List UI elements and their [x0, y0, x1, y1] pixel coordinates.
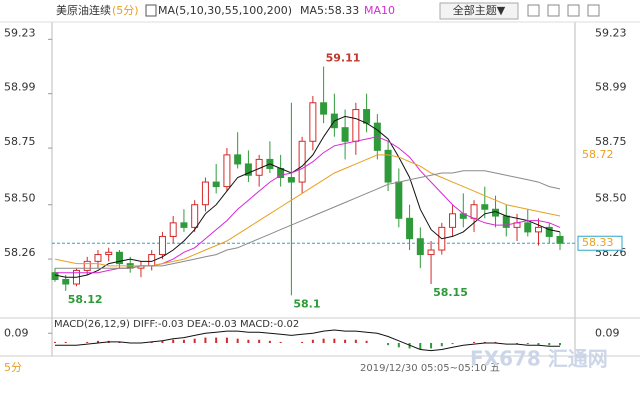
candle-body [556, 235, 564, 244]
macd-tick-label: 0.09 [4, 326, 29, 339]
y-tick-label: 58.50 [595, 192, 627, 205]
ma-line [54, 115, 561, 278]
footer-time: 2019/12/30 05:05~05:10 五 [360, 363, 500, 374]
macd-tick-label: 0.09 [595, 326, 620, 339]
candle-body [524, 222, 532, 233]
candle-body [180, 222, 188, 228]
tool-icon[interactable] [567, 4, 580, 17]
period: (5分) [112, 4, 139, 17]
candle-body [223, 154, 231, 188]
tool-icon[interactable] [587, 4, 600, 17]
candle-body [384, 149, 392, 183]
candle-body [363, 109, 371, 124]
y-tick-label: 59.23 [4, 26, 36, 39]
title: 美原油连续 [56, 3, 111, 17]
y-tick-label: 58.99 [4, 81, 36, 94]
candle-body [416, 238, 424, 256]
macd-diff-line [55, 329, 560, 352]
y-tick-label: 58.75 [4, 135, 36, 148]
theme-button-label[interactable]: 全部主题▼ [453, 3, 506, 17]
candle-body [244, 163, 252, 176]
y-tick-label: 58.99 [595, 81, 627, 94]
candle-body [320, 102, 328, 115]
candle-body [449, 213, 457, 228]
candle-body [234, 154, 242, 165]
candle-body [287, 177, 295, 183]
annotation: 58.15 [433, 286, 468, 299]
candle-body [169, 222, 177, 237]
macd-title: MACD(26,12,9) DIFF:-0.03 DEA:-0.03 MACD:… [54, 319, 299, 330]
current-price-box [577, 235, 623, 251]
tool-icon[interactable] [527, 4, 540, 17]
annotation: 58.12 [68, 293, 103, 306]
candle-body [191, 204, 199, 228]
theme-button[interactable] [439, 2, 519, 20]
candle-body [201, 181, 209, 206]
candle-body [470, 204, 478, 219]
candle-body [427, 249, 435, 256]
candle-body [406, 217, 414, 240]
candle-body [94, 254, 102, 262]
candle-body [481, 204, 489, 210]
footer-period[interactable]: 5分 [4, 361, 22, 374]
candle-body [83, 260, 91, 271]
tool-icon[interactable] [547, 4, 560, 17]
candle-body [212, 181, 220, 188]
candle-body [502, 215, 510, 228]
candle-body [298, 140, 306, 183]
candle-body [395, 181, 403, 219]
current-price-label: 58.33 [582, 236, 614, 249]
ma5-text: MA5:58.33 [300, 4, 359, 17]
ma-marker-label: 58.72 [582, 148, 614, 161]
candle-body [51, 272, 59, 280]
candle-body [158, 235, 166, 256]
watermark: FX678 汇通网 [470, 347, 608, 371]
candle-body [62, 278, 70, 285]
candle-body [352, 109, 360, 142]
ma-line [55, 170, 561, 269]
candle-body [545, 226, 553, 237]
candle-body [115, 251, 123, 265]
y-tick-label: 59.23 [595, 26, 627, 39]
annotation: 59.11 [326, 52, 361, 65]
candle-body [105, 251, 113, 256]
indicator: MA(5,10,30,55,100,200) [158, 4, 292, 17]
y-tick-label: 58.50 [4, 192, 36, 205]
y-tick-label: 58.26 [4, 246, 36, 259]
candle-body [535, 226, 543, 233]
indicator-icon [145, 4, 157, 17]
annotation: 58.1 [293, 297, 320, 310]
y-tick-label: 58.75 [595, 135, 627, 148]
candle-body [309, 102, 317, 142]
candle-body [341, 127, 349, 142]
ma10-text: MA10 [364, 4, 395, 17]
